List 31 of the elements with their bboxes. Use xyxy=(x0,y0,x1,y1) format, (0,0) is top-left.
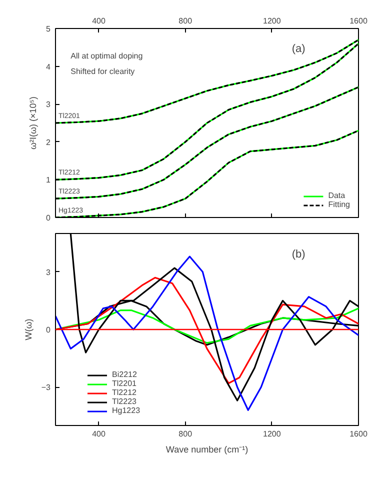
legend-label: Tl2223 xyxy=(112,397,136,406)
annotation: Shifted for clearity xyxy=(70,66,135,76)
y-tick-label: 3 xyxy=(46,268,52,277)
x-tick-label: 800 xyxy=(178,16,193,26)
y-tick-label: −3 xyxy=(41,383,52,392)
y-axis-title: ω²I(ω) (×10⁵) xyxy=(28,96,38,150)
y-tick-label: 1 xyxy=(46,176,52,185)
y-tick-label: 4 xyxy=(46,62,52,72)
x-tick-label: 400 xyxy=(92,430,106,438)
legend-label: Hg1223 xyxy=(112,406,140,415)
x-tick-label: 1600 xyxy=(350,430,368,438)
legend-label: Bi2212 xyxy=(112,370,137,379)
x-tick-label: 800 xyxy=(178,430,193,438)
x-axis-title: Wave number (cm⁻¹) xyxy=(166,444,248,454)
y-tick-label: 5 xyxy=(46,24,52,34)
legend-label: Fitting xyxy=(328,200,350,209)
y-tick-label: 3 xyxy=(46,100,52,110)
annotation: (b) xyxy=(292,248,306,260)
y-tick-label: 0 xyxy=(46,326,52,334)
legend-label: Tl2212 xyxy=(112,388,136,397)
annotation: All at optimal doping xyxy=(70,52,143,61)
y-tick-label: 0 xyxy=(46,214,52,222)
x-tick-label: 1200 xyxy=(263,16,282,26)
annotation: (a) xyxy=(292,42,306,55)
y-tick-label: 2 xyxy=(46,138,52,147)
x-tick-label: 400 xyxy=(92,16,106,26)
x-tick-label: 1200 xyxy=(263,430,282,438)
legend-label: Tl2201 xyxy=(112,379,136,388)
x-tick-label: 1600 xyxy=(350,16,368,26)
y-axis-title: W(ω) xyxy=(23,318,34,340)
legend-label: Data xyxy=(328,191,346,200)
